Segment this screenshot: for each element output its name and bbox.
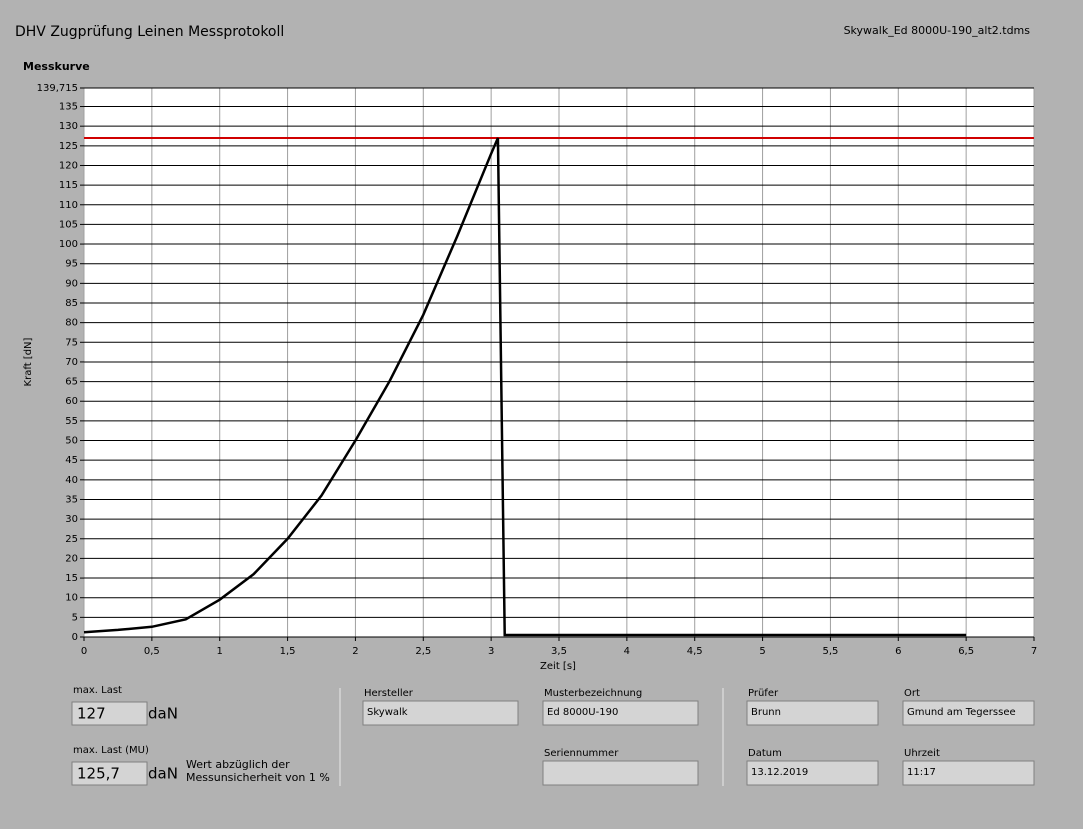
y-tick-label: 25 — [65, 534, 78, 545]
chart-title: Messkurve — [23, 60, 90, 73]
field-label: Seriennummer — [544, 748, 619, 759]
y-tick-label: 15 — [65, 573, 78, 584]
field-label: Musterbezeichnung — [544, 688, 642, 699]
field-label: Datum — [748, 748, 782, 759]
x-tick-label: 0,5 — [144, 646, 160, 657]
y-tick-label: 110 — [59, 200, 78, 211]
field-box — [542, 760, 699, 786]
y-tick-label: 85 — [65, 298, 78, 309]
field-box — [902, 760, 1035, 786]
field-box — [362, 700, 519, 726]
field-value: 13.12.2019 — [751, 767, 808, 778]
y-tick-label: 75 — [65, 337, 78, 348]
y-tick-label: 80 — [65, 318, 78, 329]
y-tick-label: 60 — [65, 396, 78, 407]
y-tick-label: 40 — [65, 475, 78, 486]
y-tick-label: 139,715 — [37, 83, 78, 94]
result-box — [71, 761, 148, 786]
result-value: 127 — [77, 705, 106, 723]
field-label: Hersteller — [364, 688, 414, 699]
field-label: Prüfer — [748, 688, 779, 699]
y-tick-label: 30 — [65, 514, 78, 525]
y-tick-label: 90 — [65, 278, 78, 289]
result-note: Messunsicherheit von 1 % — [186, 771, 330, 784]
result-note: Wert abzüglich der — [186, 758, 290, 771]
y-axis-label: Kraft [dN] — [23, 337, 34, 386]
field-value: Brunn — [751, 707, 781, 718]
field-value: 11:17 — [907, 767, 936, 778]
y-tick-label: 45 — [65, 455, 78, 466]
y-tick-label: 95 — [65, 259, 78, 270]
x-tick-label: 3,5 — [551, 646, 567, 657]
x-tick-label: 0 — [81, 646, 87, 657]
field-value: Gmund am Tegerssee — [907, 707, 1016, 718]
field-label: Uhrzeit — [904, 748, 940, 759]
x-tick-label: 2 — [352, 646, 358, 657]
x-tick-label: 4,5 — [687, 646, 703, 657]
result-box — [71, 701, 148, 726]
field-value: Skywalk — [367, 707, 408, 718]
y-tick-label: 50 — [65, 436, 78, 447]
y-tick-label: 65 — [65, 377, 78, 388]
field-box — [746, 700, 879, 726]
result-label: max. Last — [73, 685, 122, 696]
y-tick-label: 135 — [59, 102, 78, 113]
y-tick-label: 35 — [65, 494, 78, 505]
y-tick-label: 125 — [59, 141, 78, 152]
y-tick-label: 105 — [59, 219, 78, 230]
page-title: DHV Zugprüfung Leinen Messprotokoll — [15, 24, 284, 40]
y-tick-label: 115 — [59, 180, 78, 191]
y-tick-label: 70 — [65, 357, 78, 368]
file-name: Skywalk_Ed 8000U-190_alt2.tdms — [844, 24, 1031, 37]
x-tick-label: 4 — [624, 646, 630, 657]
x-tick-label: 5,5 — [822, 646, 838, 657]
x-tick-label: 1 — [217, 646, 223, 657]
x-tick-label: 6,5 — [958, 646, 974, 657]
y-tick-label: 10 — [65, 593, 78, 604]
y-tick-label: 120 — [59, 160, 78, 171]
y-tick-label: 55 — [65, 416, 78, 427]
x-tick-label: 7 — [1031, 646, 1037, 657]
result-label: max. Last (MU) — [73, 745, 149, 756]
y-tick-label: 5 — [72, 612, 78, 623]
data-line — [83, 137, 967, 637]
y-tick-label: 130 — [59, 121, 78, 132]
field-value: Ed 8000U-190 — [547, 707, 618, 718]
field-box — [542, 700, 699, 726]
x-tick-label: 2,5 — [415, 646, 431, 657]
field-box — [902, 700, 1035, 726]
x-axis-label: Zeit [s] — [540, 661, 576, 672]
y-tick-label: 100 — [59, 239, 78, 250]
field-box — [746, 760, 879, 786]
x-tick-label: 6 — [895, 646, 901, 657]
x-tick-label: 5 — [759, 646, 765, 657]
result-value: 125,7 — [77, 765, 120, 783]
y-tick-label: 0 — [72, 632, 78, 643]
field-label: Ort — [904, 688, 920, 699]
y-tick-label: 20 — [65, 553, 78, 564]
x-tick-label: 3 — [488, 646, 494, 657]
result-unit: daN — [148, 765, 178, 783]
result-unit: daN — [148, 705, 178, 723]
x-tick-label: 1,5 — [280, 646, 296, 657]
